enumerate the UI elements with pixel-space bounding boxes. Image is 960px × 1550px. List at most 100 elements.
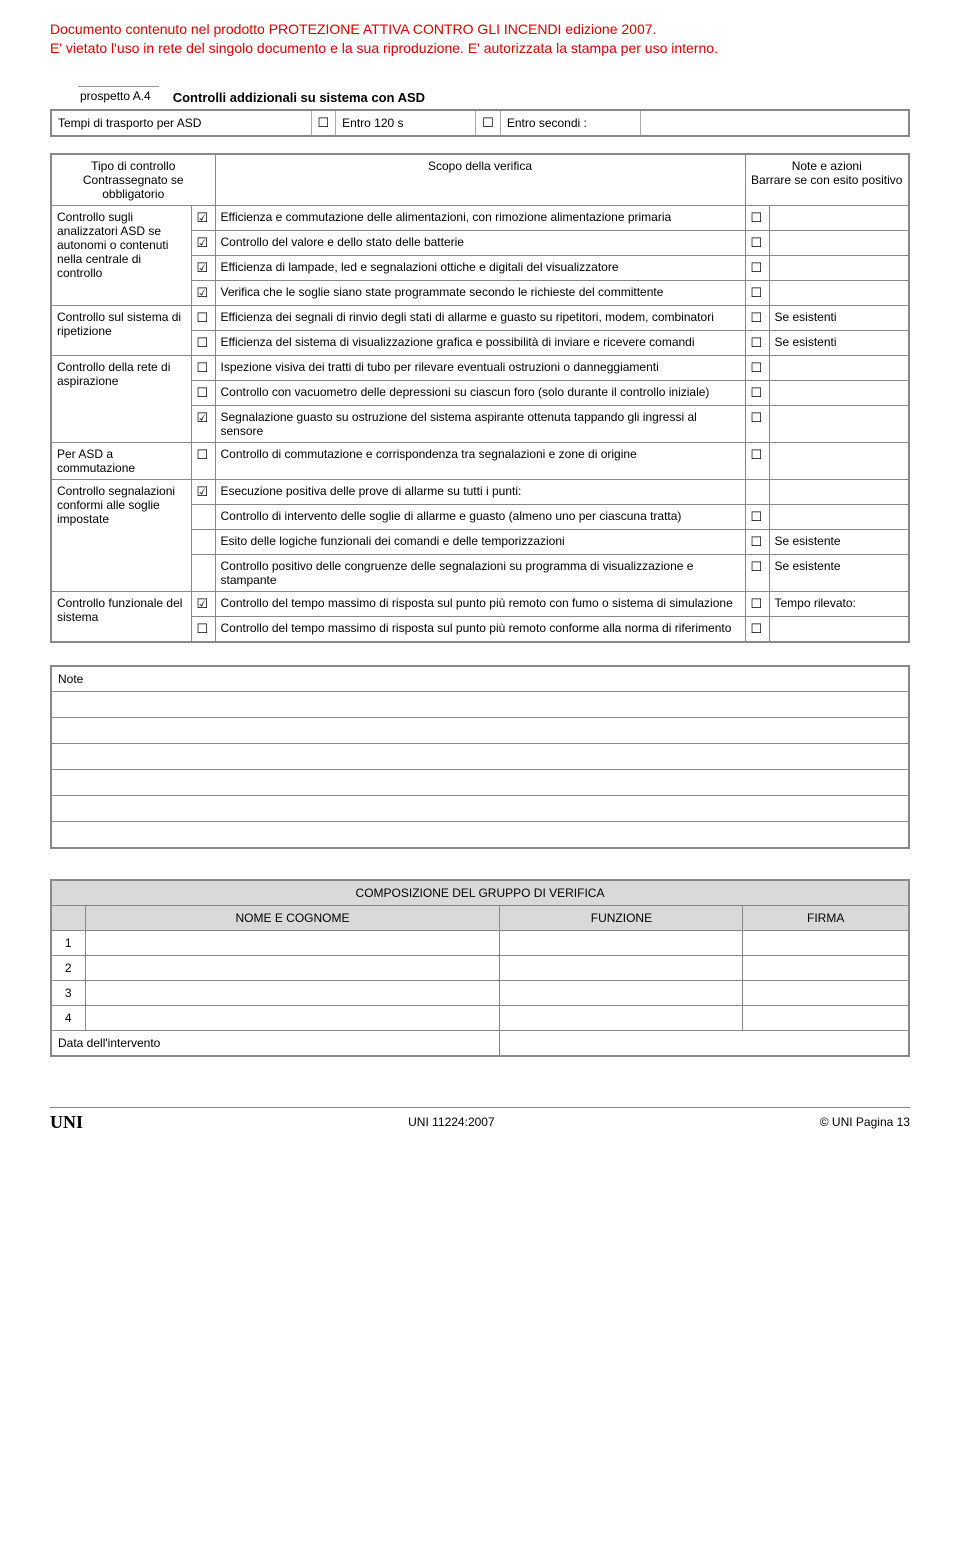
scopo-verifica-text: Efficienza e commutazione delle alimenta… bbox=[215, 205, 745, 230]
scopo-verifica-text: Efficienza del sistema di visualizzazion… bbox=[215, 330, 745, 355]
obbligatorio-checkbox[interactable]: ☐ bbox=[191, 616, 215, 642]
tipo-sub-text: Contrassegnato se obbligatorio bbox=[57, 173, 210, 201]
scopo-verifica-text: Controllo di commutazione e corrisponden… bbox=[215, 442, 745, 479]
funzione-cell[interactable] bbox=[500, 1005, 743, 1030]
scopo-verifica-text: Verifica che le soglie siano state progr… bbox=[215, 280, 745, 305]
controlli-table: Tipo di controllo Contrassegnato se obbl… bbox=[50, 153, 910, 643]
footer-page: © UNI Pagina 13 bbox=[820, 1115, 910, 1129]
obbligatorio-checkbox[interactable]: ☑ bbox=[191, 255, 215, 280]
note-line[interactable] bbox=[51, 822, 909, 848]
scopo-verifica-text: Controllo del tempo massimo di risposta … bbox=[215, 591, 745, 616]
firma-cell[interactable] bbox=[743, 955, 909, 980]
esito-checkbox[interactable]: ☐ bbox=[745, 554, 769, 591]
tipo-controllo-label: Controllo della rete di aspirazione bbox=[51, 355, 191, 442]
obbligatorio-checkbox[interactable]: ☑ bbox=[191, 230, 215, 255]
checkbox-entro120[interactable]: ☐ bbox=[311, 110, 336, 136]
esito-checkbox[interactable]: ☐ bbox=[745, 330, 769, 355]
esito-checkbox[interactable]: ☐ bbox=[745, 504, 769, 529]
col-firma-header: FIRMA bbox=[743, 905, 909, 930]
note-azioni-text: Tempo rilevato: bbox=[769, 591, 909, 616]
note-line[interactable] bbox=[51, 770, 909, 796]
tempo-trasporto-table: Tempi di trasporto per ASD ☐ Entro 120 s… bbox=[50, 109, 910, 137]
footer-right-text: © UNI Pagina 13 bbox=[820, 1115, 910, 1129]
note-header-text: Note e azioni bbox=[751, 159, 904, 173]
esito-checkbox[interactable]: ☐ bbox=[745, 591, 769, 616]
note-sub-text: Barrare se con esito positivo bbox=[751, 173, 904, 187]
note-azioni-text bbox=[769, 380, 909, 405]
row-num: 4 bbox=[51, 1005, 85, 1030]
funzione-cell[interactable] bbox=[500, 930, 743, 955]
footer-standard: UNI 11224:2007 bbox=[408, 1115, 495, 1129]
tipo-controllo-label: Controllo funzionale del sistema bbox=[51, 591, 191, 642]
note-azioni-text bbox=[769, 230, 909, 255]
esito-checkbox[interactable]: ☐ bbox=[745, 442, 769, 479]
esito-checkbox[interactable]: ☐ bbox=[745, 355, 769, 380]
page-footer: UNI UNI 11224:2007 © UNI Pagina 13 bbox=[50, 1107, 910, 1133]
esito-checkbox[interactable]: ☐ bbox=[745, 255, 769, 280]
note-line[interactable] bbox=[51, 692, 909, 718]
tipo-controllo-label: Controllo segnalazioni conformi alle sog… bbox=[51, 479, 191, 591]
esito-checkbox[interactable]: ☐ bbox=[745, 380, 769, 405]
scopo-verifica-text: Esecuzione positiva delle prove di allar… bbox=[215, 479, 745, 504]
note-azioni-text: Se esistente bbox=[769, 529, 909, 554]
note-azioni-text: Se esistente bbox=[769, 554, 909, 591]
funzione-cell[interactable] bbox=[500, 955, 743, 980]
obbligatorio-checkbox[interactable]: ☐ bbox=[191, 330, 215, 355]
firma-cell[interactable] bbox=[743, 930, 909, 955]
obbligatorio-checkbox[interactable]: ☑ bbox=[191, 591, 215, 616]
obbligatorio-checkbox[interactable]: ☐ bbox=[191, 355, 215, 380]
data-intervento-value[interactable] bbox=[500, 1030, 909, 1056]
obbligatorio-checkbox[interactable]: ☐ bbox=[191, 380, 215, 405]
entro120-label: Entro 120 s bbox=[336, 110, 476, 136]
checkbox-entro-secondi[interactable]: ☐ bbox=[476, 110, 501, 136]
scopo-verifica-text: Ispezione visiva dei tratti di tubo per … bbox=[215, 355, 745, 380]
document-warning: Documento contenuto nel prodotto PROTEZI… bbox=[50, 20, 910, 58]
warning-line2: E' vietato l'uso in rete del singolo doc… bbox=[50, 40, 718, 56]
obbligatorio-checkbox[interactable]: ☑ bbox=[191, 205, 215, 230]
note-section: Note bbox=[50, 665, 910, 849]
note-azioni-text bbox=[769, 616, 909, 642]
col-tipo-header: Tipo di controllo Contrassegnato se obbl… bbox=[51, 154, 215, 206]
scopo-verifica-text: Controllo con vacuometro delle depressio… bbox=[215, 380, 745, 405]
col-scopo-header: Scopo della verifica bbox=[215, 154, 745, 206]
obbligatorio-checkbox[interactable]: ☑ bbox=[191, 405, 215, 442]
note-line[interactable] bbox=[51, 744, 909, 770]
obbligatorio-checkbox[interactable] bbox=[191, 554, 215, 591]
note-line[interactable] bbox=[51, 718, 909, 744]
obbligatorio-checkbox[interactable]: ☐ bbox=[191, 305, 215, 330]
esito-checkbox[interactable]: ☐ bbox=[745, 529, 769, 554]
firma-cell[interactable] bbox=[743, 980, 909, 1005]
note-azioni-text bbox=[769, 405, 909, 442]
col-note-header: Note e azioni Barrare se con esito posit… bbox=[745, 154, 909, 206]
nome-cell[interactable] bbox=[85, 1005, 500, 1030]
esito-checkbox[interactable]: ☐ bbox=[745, 616, 769, 642]
prospetto-heading: prospetto A.4 Controlli addizionali su s… bbox=[78, 86, 910, 105]
esito-checkbox[interactable]: ☐ bbox=[745, 230, 769, 255]
note-line[interactable] bbox=[51, 796, 909, 822]
scopo-verifica-text: Controllo del valore e dello stato delle… bbox=[215, 230, 745, 255]
obbligatorio-checkbox[interactable] bbox=[191, 504, 215, 529]
note-azioni-text bbox=[769, 255, 909, 280]
funzione-cell[interactable] bbox=[500, 980, 743, 1005]
obbligatorio-checkbox[interactable]: ☐ bbox=[191, 442, 215, 479]
data-intervento-label: Data dell'intervento bbox=[51, 1030, 500, 1056]
firma-cell[interactable] bbox=[743, 1005, 909, 1030]
tipo-header-text: Tipo di controllo bbox=[57, 159, 210, 173]
obbligatorio-checkbox[interactable]: ☑ bbox=[191, 479, 215, 504]
gruppo-title: COMPOSIZIONE DEL GRUPPO DI VERIFICA bbox=[51, 880, 909, 906]
gruppo-verifica-table: COMPOSIZIONE DEL GRUPPO DI VERIFICA NOME… bbox=[50, 879, 910, 1057]
entro-secondi-value[interactable] bbox=[640, 110, 909, 136]
note-azioni-text bbox=[769, 205, 909, 230]
nome-cell[interactable] bbox=[85, 930, 500, 955]
esito-checkbox[interactable]: ☐ bbox=[745, 305, 769, 330]
esito-checkbox[interactable]: ☐ bbox=[745, 405, 769, 442]
nome-cell[interactable] bbox=[85, 980, 500, 1005]
obbligatorio-checkbox[interactable]: ☑ bbox=[191, 280, 215, 305]
esito-checkbox[interactable]: ☐ bbox=[745, 280, 769, 305]
esito-checkbox[interactable] bbox=[745, 479, 769, 504]
note-azioni-text bbox=[769, 442, 909, 479]
obbligatorio-checkbox[interactable] bbox=[191, 529, 215, 554]
scopo-verifica-text: Esito delle logiche funzionali dei coman… bbox=[215, 529, 745, 554]
nome-cell[interactable] bbox=[85, 955, 500, 980]
esito-checkbox[interactable]: ☐ bbox=[745, 205, 769, 230]
